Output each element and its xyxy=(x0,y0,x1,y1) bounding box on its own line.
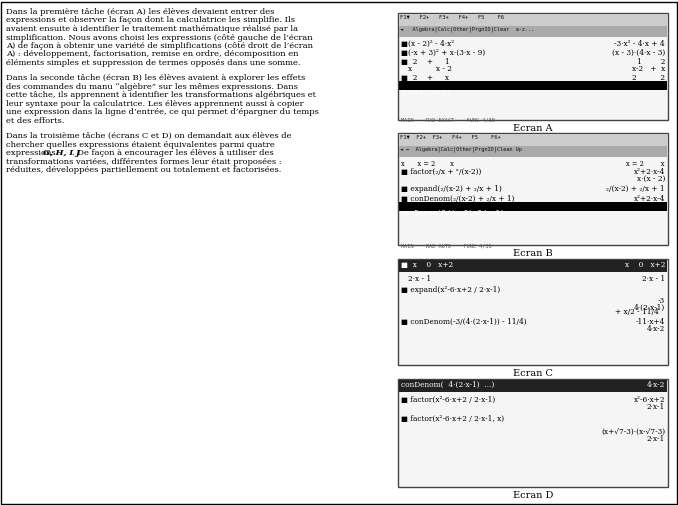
Text: ■(-x + 3)² + x·(3·x - 9): ■(-x + 3)² + x·(3·x - 9) xyxy=(401,49,485,57)
Text: conDenom(  4·(2·x-1)  ...): conDenom( 4·(2·x-1) ...) xyxy=(401,381,494,389)
FancyBboxPatch shape xyxy=(398,259,668,365)
Text: ■ factor(x²-6·x+2 / 2·x-1, x): ■ factor(x²-6·x+2 / 2·x-1, x) xyxy=(401,415,504,423)
FancyBboxPatch shape xyxy=(399,380,667,392)
Text: ■ expand(x²-6·x+2 / 2·x-1): ■ expand(x²-6·x+2 / 2·x-1) xyxy=(401,286,500,294)
Text: 2·x - 1: 2·x - 1 xyxy=(642,275,665,283)
Text: Dans la seconde tâche (écran B) les élèves avaient à explorer les effets: Dans la seconde tâche (écran B) les élèv… xyxy=(6,74,305,82)
Text: ◄ ←  Algebra|Calc|Other|PrgnIO|Clean Up: ◄ ← Algebra|Calc|Other|PrgnIO|Clean Up xyxy=(400,146,522,152)
FancyBboxPatch shape xyxy=(398,133,668,245)
Text: x          x - 2: x x - 2 xyxy=(408,65,452,73)
Text: Ecran C: Ecran C xyxy=(513,369,553,378)
Text: ■ conDenom(₂/(x-2) + ₂/x + 1): ■ conDenom(₂/(x-2) + ₂/x + 1) xyxy=(401,195,515,203)
Text: A) : développement, factorisation, remise en ordre, décomposition en: A) : développement, factorisation, remis… xyxy=(6,50,298,59)
Text: ■ conDenom(-3/(4·(2·x-1)) - 11/4): ■ conDenom(-3/(4·(2·x-1)) - 11/4) xyxy=(401,318,527,326)
Text: MAIN    RAD AUTO    FUNC 4/30: MAIN RAD AUTO FUNC 4/30 xyxy=(401,243,492,248)
Text: x²+2·x-4: x²+2·x-4 xyxy=(634,195,665,203)
Text: conDenom(2/(x-2)+2/x+1): conDenom(2/(x-2)+2/x+1) xyxy=(401,210,504,217)
Text: une expression dans la ligne d’entrée, ce qui permet d’épargner du temps: une expression dans la ligne d’entrée, c… xyxy=(6,108,319,116)
Text: x      x = 2       x: x x = 2 x xyxy=(401,160,454,168)
Text: x-2  +  x  + 1: x-2 + x + 1 xyxy=(616,81,665,89)
Text: 4·(2·x-1): 4·(2·x-1) xyxy=(634,304,665,312)
Text: ■  2    +     1: ■ 2 + 1 xyxy=(401,58,450,66)
Text: -3·x² - 4·x + 4: -3·x² - 4·x + 4 xyxy=(614,40,665,48)
Text: avaient ensuite à identifier le traitement mathématique réalisé par la: avaient ensuite à identifier le traiteme… xyxy=(6,25,298,33)
FancyBboxPatch shape xyxy=(398,13,668,120)
Text: ■ factor(x²-6·x+2 / 2·x-1): ■ factor(x²-6·x+2 / 2·x-1) xyxy=(401,396,495,404)
Text: 2·x-1: 2·x-1 xyxy=(647,435,665,443)
Text: 1        2: 1 2 xyxy=(637,58,665,66)
Text: x·(x - 2): x·(x - 2) xyxy=(637,175,665,183)
Text: 4·x-2: 4·x-2 xyxy=(647,325,665,333)
Text: transformations variées, différentes formes leur était proposées :: transformations variées, différentes for… xyxy=(6,158,281,166)
Text: des commandes du manu “algèbre” sur les mêmes expressions. Dans: des commandes du manu “algèbre” sur les … xyxy=(6,83,298,91)
Text: G, H, I J: G, H, I J xyxy=(43,149,81,157)
Text: x    0   x+2: x 0 x+2 xyxy=(624,261,665,269)
Text: . De façon à encourager les élèves à utiliser des: . De façon à encourager les élèves à uti… xyxy=(71,149,273,157)
Text: + x/2 - 11/4: + x/2 - 11/4 xyxy=(615,308,659,316)
Text: Ecran B: Ecran B xyxy=(513,249,553,258)
Text: leur syntaxe pour la calculatrice. Les élèves apprennent aussi à copier: leur syntaxe pour la calculatrice. Les é… xyxy=(6,100,304,108)
FancyBboxPatch shape xyxy=(399,146,667,157)
Text: ■  2    +     x: ■ 2 + x xyxy=(401,74,449,82)
Text: 2          2: 2 2 xyxy=(632,74,665,82)
FancyBboxPatch shape xyxy=(399,202,667,211)
Text: Ecran D: Ecran D xyxy=(513,491,553,500)
Text: réduites, développées partiellement ou totalement et factorisées.: réduites, développées partiellement ou t… xyxy=(6,166,281,174)
Text: 2·x - 1: 2·x - 1 xyxy=(408,275,431,283)
Text: 2/x+x/(x-2): 2/x+x/(x-2) xyxy=(401,89,450,95)
Text: Dans la première tâche (écran A) les élèves devaient entrer des: Dans la première tâche (écran A) les élè… xyxy=(6,8,275,16)
Text: simplification. Nous avons choisi les expressions (côté gauche de l’écran: simplification. Nous avons choisi les ex… xyxy=(6,33,313,41)
FancyBboxPatch shape xyxy=(399,26,667,37)
Text: 4·x-2: 4·x-2 xyxy=(647,381,665,389)
Text: x²-6·x+2: x²-6·x+2 xyxy=(633,396,665,404)
Text: et des efforts.: et des efforts. xyxy=(6,117,64,125)
Text: F1▼   F2+   F3+   F4+   F5    F6: F1▼ F2+ F3+ F4+ F5 F6 xyxy=(400,15,504,20)
Text: éléments simples et suppression de termes opposés dans une somme.: éléments simples et suppression de terme… xyxy=(6,59,300,67)
FancyBboxPatch shape xyxy=(398,379,668,487)
FancyBboxPatch shape xyxy=(399,81,667,90)
Text: ■ expand(₂/(x-2) + ₂/x + 1): ■ expand(₂/(x-2) + ₂/x + 1) xyxy=(401,185,502,193)
Text: x²-2·x: x²-2·x xyxy=(644,202,665,210)
FancyBboxPatch shape xyxy=(399,134,667,146)
Text: F1▼  F2+  F3+   F4+   F5    F6+: F1▼ F2+ F3+ F4+ F5 F6+ xyxy=(400,135,501,140)
Text: x          x - 2: x x - 2 xyxy=(408,81,452,89)
Text: MAIN    RAD EXACT    FUNC 4/30: MAIN RAD EXACT FUNC 4/30 xyxy=(401,118,495,123)
Text: A) de façon à obtenir une variété de simplifications (côté droit de l’écran: A) de façon à obtenir une variété de sim… xyxy=(6,42,313,50)
Text: (x+√7-3)·(x-√7-3): (x+√7-3)·(x-√7-3) xyxy=(601,428,665,436)
Text: 2·x-1: 2·x-1 xyxy=(647,403,665,411)
Text: ■  x    0   x+2: ■ x 0 x+2 xyxy=(401,261,453,269)
Text: ₂/(x-2) + ₂/x + 1: ₂/(x-2) + ₂/x + 1 xyxy=(606,185,665,193)
Text: ■(x - 2)² - 4·x²: ■(x - 2)² - 4·x² xyxy=(401,40,454,48)
Text: -11·x+4: -11·x+4 xyxy=(636,318,665,326)
Text: expressions: expressions xyxy=(6,149,58,157)
Text: x = 2        x: x = 2 x xyxy=(626,160,665,168)
Text: Dans la troisième tâche (écrans C et D) on demandait aux élèves de: Dans la troisième tâche (écrans C et D) … xyxy=(6,132,292,140)
FancyBboxPatch shape xyxy=(399,260,667,272)
Text: (x - 3)·(4·x - 3): (x - 3)·(4·x - 3) xyxy=(612,49,665,57)
Text: cette tâche, ils apprennent à identifier les transformations algébriques et: cette tâche, ils apprennent à identifier… xyxy=(6,91,316,99)
Text: x-2   +  x: x-2 + x xyxy=(632,65,665,73)
Text: expressions et observer la façon dont la calculatrice les simplifie. Ils: expressions et observer la façon dont la… xyxy=(6,17,295,25)
FancyBboxPatch shape xyxy=(399,14,667,26)
Text: x²+2·x-4: x²+2·x-4 xyxy=(634,168,665,176)
Text: -3: -3 xyxy=(658,297,665,305)
Text: ◄   Algebra|Calc|Other|PrgnIO|Clear  a-z...: ◄ Algebra|Calc|Other|PrgnIO|Clear a-z... xyxy=(400,26,534,31)
Text: Ecran A: Ecran A xyxy=(513,124,553,133)
Text: chercher quelles expressions étaient équivalentes parmi quatre: chercher quelles expressions étaient équ… xyxy=(6,140,275,148)
Text: ■ factor(₂/x + ˣ/(x-2)): ■ factor(₂/x + ˣ/(x-2)) xyxy=(401,168,481,176)
